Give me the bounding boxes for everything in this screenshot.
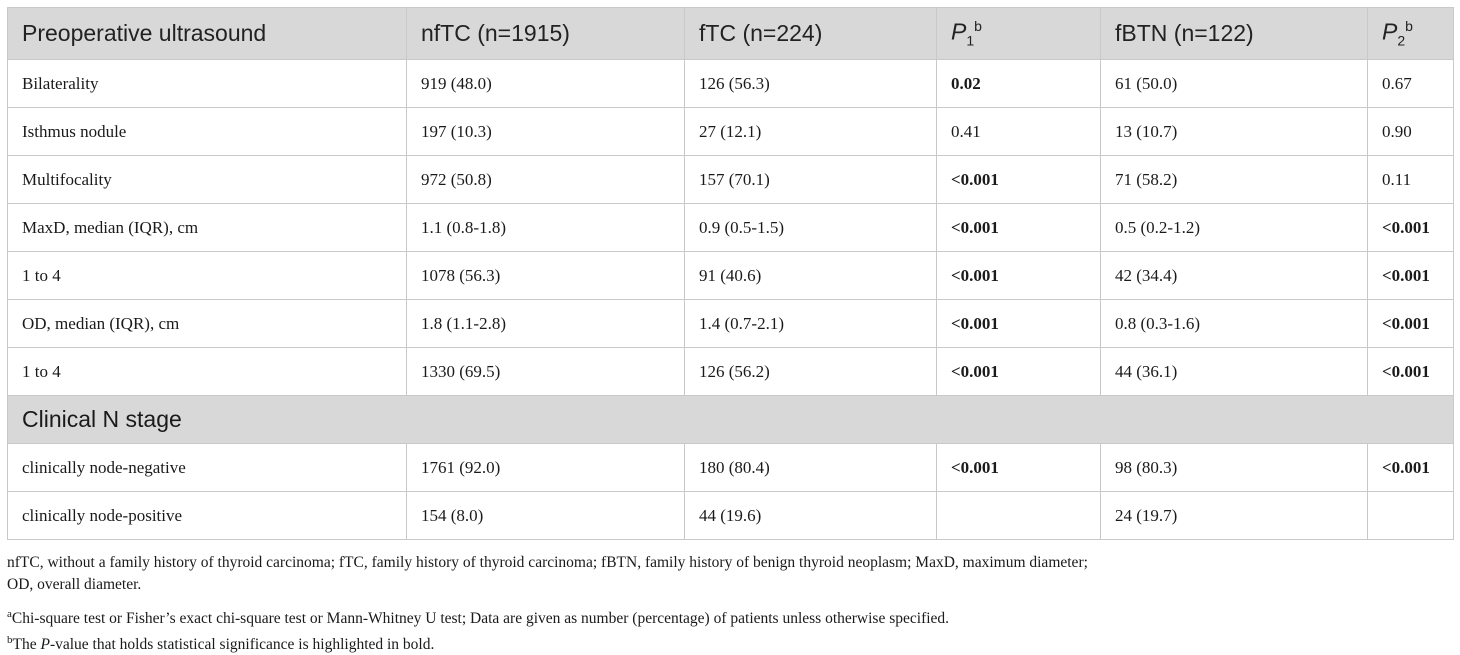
cell-fbtn: 24 (19.7) <box>1100 491 1368 540</box>
p2-superscript: b <box>1405 18 1413 35</box>
cell-p1 <box>936 491 1101 540</box>
footnote-a: aChi-square test or Fisher’s exact chi-s… <box>7 604 1453 630</box>
cell-fbtn: 13 (10.7) <box>1100 107 1368 156</box>
table-row: MaxD, median (IQR), cm 1.1 (0.8-1.8) 0.9… <box>7 203 1454 252</box>
cell-fbtn: 0.8 (0.3-1.6) <box>1100 299 1368 348</box>
cell-fbtn: 71 (58.2) <box>1100 155 1368 204</box>
cell-ftc: 126 (56.3) <box>684 59 937 108</box>
header-row: Preoperative ultrasound nfTC (n=1915) fT… <box>7 7 1454 60</box>
cell-p2 <box>1367 491 1454 540</box>
p1-letter: P <box>951 19 967 46</box>
cell-p1: <0.001 <box>936 299 1101 348</box>
header-fbtn: fBTN (n=122) <box>1100 7 1368 60</box>
header-p1: P1b <box>936 7 1101 60</box>
row-label: Bilaterality <box>7 59 407 108</box>
cell-p2: <0.001 <box>1367 443 1454 492</box>
cell-p1: 0.02 <box>936 59 1101 108</box>
cell-ftc: 126 (56.2) <box>684 347 937 396</box>
footnote-b-italic: P <box>40 635 50 653</box>
cell-fbtn: 0.5 (0.2-1.2) <box>1100 203 1368 252</box>
cell-p1: <0.001 <box>936 251 1101 300</box>
footnote-a-mark: a <box>7 608 12 620</box>
header-ftc: fTC (n=224) <box>684 7 937 60</box>
cell-ftc: 0.9 (0.5-1.5) <box>684 203 937 252</box>
footnote-b: bThe P-value that holds statistical sign… <box>7 630 1453 655</box>
cell-ftc: 44 (19.6) <box>684 491 937 540</box>
cell-p1: <0.001 <box>936 347 1101 396</box>
cell-nftc: 1.8 (1.1-2.8) <box>406 299 685 348</box>
section-row: Clinical N stage <box>7 395 1454 444</box>
p2-letter: P <box>1382 19 1398 46</box>
table-row: Isthmus nodule 197 (10.3) 27 (12.1) 0.41… <box>7 107 1454 156</box>
cell-ftc: 157 (70.1) <box>684 155 937 204</box>
footnote-a-text: Chi-square test or Fisher’s exact chi-sq… <box>11 610 950 628</box>
cell-p2: 0.67 <box>1367 59 1454 108</box>
cell-nftc: 197 (10.3) <box>406 107 685 156</box>
cell-nftc: 972 (50.8) <box>406 155 685 204</box>
cell-fbtn: 42 (34.4) <box>1100 251 1368 300</box>
footnote-b-post: -value that holds statistical significan… <box>49 635 435 653</box>
table-row: Multifocality 972 (50.8) 157 (70.1) <0.0… <box>7 155 1454 204</box>
cell-p1: <0.001 <box>936 443 1101 492</box>
row-label: 1 to 4 <box>7 347 407 396</box>
header-p2: P2b <box>1367 7 1454 60</box>
row-label: clinically node-negative <box>7 443 407 492</box>
row-label: 1 to 4 <box>7 251 407 300</box>
cell-fbtn: 98 (80.3) <box>1100 443 1368 492</box>
abbreviation-note-line-2: OD, overall diameter. <box>7 575 142 593</box>
footnote-b-mark: b <box>7 633 13 646</box>
header-nftc: nfTC (n=1915) <box>406 7 685 60</box>
cell-nftc: 154 (8.0) <box>406 491 685 540</box>
row-label: clinically node-positive <box>7 491 407 540</box>
cell-nftc: 1078 (56.3) <box>406 251 685 300</box>
row-label: OD, median (IQR), cm <box>7 299 407 348</box>
row-label: Isthmus nodule <box>7 107 407 156</box>
data-table: Preoperative ultrasound nfTC (n=1915) fT… <box>7 7 1454 540</box>
cell-p1: <0.001 <box>936 155 1101 204</box>
cell-p1: 0.41 <box>936 107 1101 156</box>
cell-p2: <0.001 <box>1367 299 1454 348</box>
footnote-b-pre: The <box>12 635 41 653</box>
table-row: OD, median (IQR), cm 1.8 (1.1-2.8) 1.4 (… <box>7 299 1454 348</box>
p2-subscript: 2 <box>1397 32 1406 49</box>
cell-fbtn: 44 (36.1) <box>1100 347 1368 396</box>
table-row: 1 to 4 1078 (56.3) 91 (40.6) <0.001 42 (… <box>7 251 1454 300</box>
abbreviation-note-line-1: nfTC, without a family history of thyroi… <box>7 554 1088 571</box>
row-label: MaxD, median (IQR), cm <box>7 203 407 252</box>
cell-p2: <0.001 <box>1367 347 1454 396</box>
table-row: 1 to 4 1330 (69.5) 126 (56.2) <0.001 44 … <box>7 347 1454 396</box>
cell-p2: 0.90 <box>1367 107 1454 156</box>
header-preoperative-ultrasound: Preoperative ultrasound <box>7 7 407 60</box>
table-row: clinically node-positive 154 (8.0) 44 (1… <box>7 491 1454 540</box>
cell-ftc: 1.4 (0.7-2.1) <box>684 299 937 348</box>
cell-p1: <0.001 <box>936 203 1101 252</box>
cell-p2: <0.001 <box>1367 203 1454 252</box>
cell-ftc: 27 (12.1) <box>684 107 937 156</box>
cell-nftc: 1761 (92.0) <box>406 443 685 492</box>
cell-ftc: 91 (40.6) <box>684 251 937 300</box>
cell-ftc: 180 (80.4) <box>684 443 937 492</box>
p1-subscript: 1 <box>966 32 975 49</box>
section-title: Clinical N stage <box>7 395 1454 444</box>
row-label: Multifocality <box>7 155 407 204</box>
cell-nftc: 1330 (69.5) <box>406 347 685 396</box>
cell-p2: 0.11 <box>1367 155 1454 204</box>
cell-nftc: 919 (48.0) <box>406 59 685 108</box>
table-row: clinically node-negative 1761 (92.0) 180… <box>7 443 1454 492</box>
table-footnotes: nfTC, without a family history of thyroi… <box>7 552 1453 655</box>
table-row: Bilaterality 919 (48.0) 126 (56.3) 0.02 … <box>7 59 1454 108</box>
cell-fbtn: 61 (50.0) <box>1100 59 1368 108</box>
cell-nftc: 1.1 (0.8-1.8) <box>406 203 685 252</box>
cell-p2: <0.001 <box>1367 251 1454 300</box>
p1-superscript: b <box>974 18 982 35</box>
